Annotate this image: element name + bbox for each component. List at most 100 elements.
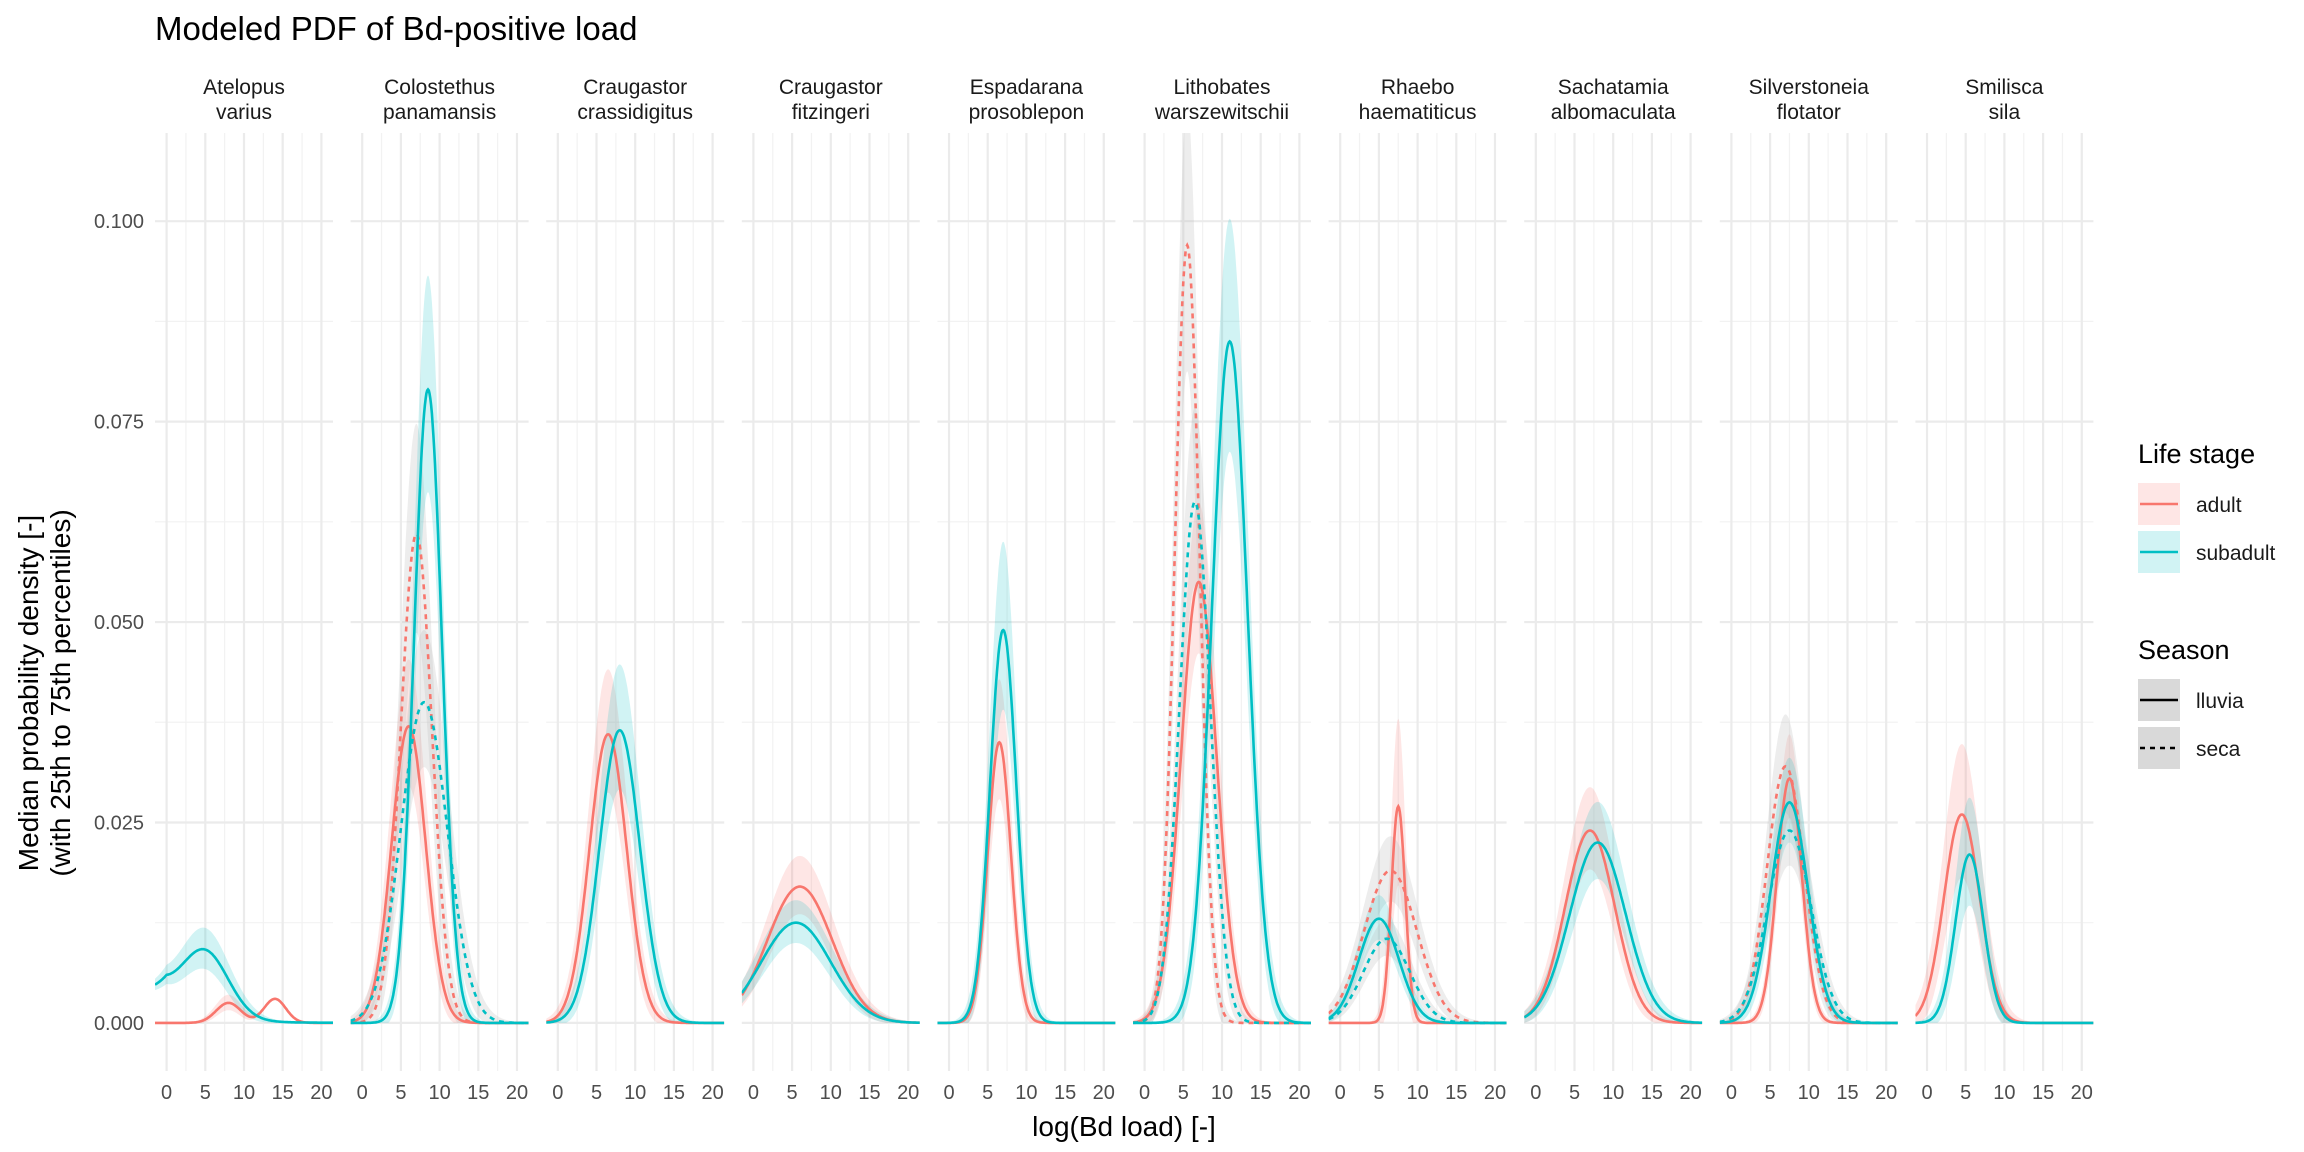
facet-label: varius [216,101,272,124]
x-tick-label: 20 [1288,1082,1310,1104]
x-tick-label: 15 [1250,1082,1272,1104]
x-tick-label: 15 [2032,1082,2054,1104]
x-tick-label: 20 [1679,1082,1701,1104]
x-tick-label: 5 [1960,1082,1971,1104]
facet-label: Lithobates [1174,76,1271,99]
x-tick-label: 10 [233,1082,255,1104]
x-tick-label: 5 [1569,1082,1580,1104]
x-tick-label: 0 [1335,1082,1346,1104]
legend-label: lluvia [2196,690,2244,713]
percentile-band [1719,734,1898,1023]
facet-label: flotator [1777,101,1841,124]
facet-label: Espadarana [970,76,1084,99]
percentile-band [1133,133,1311,1023]
y-tick-label: 0.050 [94,612,144,634]
y-tick-label: 0.075 [94,412,144,434]
chart-title: Modeled PDF of Bd-positive load [155,10,637,47]
facet-label: Rhaebo [1381,76,1455,99]
percentile-band [350,275,529,1023]
y-axis: 0.000 0.025 0.050 0.075 0.100 [94,211,144,1035]
median-density-line-subadult-seca [1133,500,1311,1025]
percentile-band [1328,836,1507,1023]
x-tick-label: 15 [1836,1082,1858,1104]
x-tick-label: 0 [161,1082,172,1104]
percentile-band [350,630,529,1023]
facet-label: fitzingeri [792,101,870,124]
percentile-band [546,669,725,1023]
median-density-line-subadult-lluvia [937,628,1116,1025]
x-tick-label: 5 [591,1082,602,1104]
x-tick-label: 10 [1993,1082,2015,1104]
x-tick-label: 10 [1211,1082,1233,1104]
x-tick-label: 5 [395,1082,406,1104]
x-tick-label: 15 [858,1082,880,1104]
median-density-line-subadult-lluvia [1133,339,1311,1025]
x-tick-label: 15 [1641,1082,1663,1104]
median-density-line-subadult-seca [1719,829,1898,1025]
x-tick-label: 10 [1015,1082,1037,1104]
x-tick-label: 0 [1726,1082,1737,1104]
x-tick-label: 10 [1798,1082,1820,1104]
facet-label: sila [1989,101,2021,124]
legend-title: Season [2138,635,2230,665]
facet-label: haematiticus [1359,101,1477,124]
facet-label: crassidigitus [577,101,693,124]
x-tick-label: 10 [1406,1082,1428,1104]
median-density-line-subadult-seca [350,700,529,1025]
x-tick-label: 15 [1445,1082,1467,1104]
x-tick-label: 20 [310,1082,332,1104]
x-tick-label: 0 [748,1082,759,1104]
percentile-band [1133,408,1311,1023]
x-tick-label: 20 [701,1082,723,1104]
median-density-line-subadult-lluvia [155,947,333,1024]
percentile-band [1328,919,1507,1023]
median-density-line-subadult-lluvia [1524,841,1703,1024]
facet-label: albomaculata [1551,101,1676,124]
facet-label: Silverstoneia [1749,76,1870,99]
percentile-band [546,664,725,1023]
y-axis-title-line-1: Median probability density [-] [13,515,44,871]
facet-label: Craugastor [779,76,883,99]
legend-key-adult [2138,483,2180,525]
legend-label: seca [2196,738,2241,761]
legend-key-seca [2138,727,2180,769]
x-tick-label: 20 [897,1082,919,1104]
facet-label: panamansis [383,101,496,124]
x-tick-label: 5 [1178,1082,1189,1104]
facet-label: Colostethus [384,76,495,99]
facet-label: Atelopus [203,76,285,99]
x-tick-label: 5 [982,1082,993,1104]
x-tick-label: 15 [467,1082,489,1104]
x-tick-label: 0 [1921,1082,1932,1104]
x-tick-label: 0 [943,1082,954,1104]
x-tick-label: 20 [1093,1082,1115,1104]
percentile-band [1915,744,2094,1023]
y-axis-title: Median probability density [-] (with 25t… [13,509,76,876]
legend: Life stage adult subadult Season lluvia seca [2138,439,2276,769]
x-tick-label: 15 [663,1082,685,1104]
y-tick-label: 0.025 [94,812,144,834]
x-tick-label: 0 [357,1082,368,1104]
x-tick-label: 20 [506,1082,528,1104]
x-tick-label: 20 [1875,1082,1897,1104]
median-density-line-subadult-lluvia [1328,917,1507,1025]
median-density-line-subadult-seca [1328,937,1507,1025]
percentile-band [1328,895,1507,1023]
facet-label: Sachatamia [1558,76,1669,99]
legend-title: Life stage [2138,439,2255,469]
percentile-band [350,659,529,1023]
x-tick-label: 10 [428,1082,450,1104]
percentile-band [155,927,333,1023]
percentile-band [1133,218,1311,1023]
x-tick-label: 20 [1484,1082,1506,1104]
